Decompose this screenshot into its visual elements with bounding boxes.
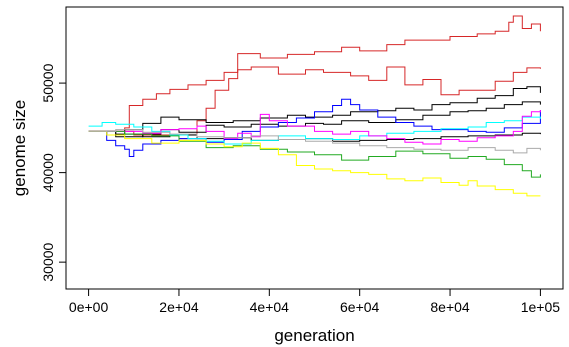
series-line-1: [88, 15, 541, 132]
x-tick-label: 0e+00: [69, 299, 109, 315]
plot-area-border: [65, 6, 564, 290]
x-tick-label: 8e+04: [430, 299, 470, 315]
y-tick-label: 50000: [40, 63, 56, 102]
y-tick-label: 40000: [40, 153, 56, 192]
y-tick-label: 30000: [40, 242, 56, 281]
series-line-3: [88, 86, 541, 136]
x-tick-label: 4e+04: [250, 299, 290, 315]
x-axis-title: generation: [274, 326, 354, 345]
y-axis-title: genome size: [10, 100, 29, 196]
series-layer: [88, 15, 541, 197]
series-line-7: [88, 116, 541, 145]
x-tick-label: 6e+04: [340, 299, 380, 315]
x-tick-label: 1e+05: [521, 299, 561, 315]
x-axis: 0e+00 2e+04 4e+04 6e+04 8e+04 1e+05: [69, 289, 560, 315]
series-line-11: [88, 129, 541, 154]
series-line-10: [88, 130, 541, 197]
series-line-8: [88, 110, 541, 145]
series-line-6: [88, 98, 541, 157]
x-tick-label: 2e+04: [159, 299, 199, 315]
series-line-9: [88, 130, 541, 178]
series-line-2: [88, 66, 541, 140]
y-axis: 30000 40000 50000: [40, 63, 66, 282]
